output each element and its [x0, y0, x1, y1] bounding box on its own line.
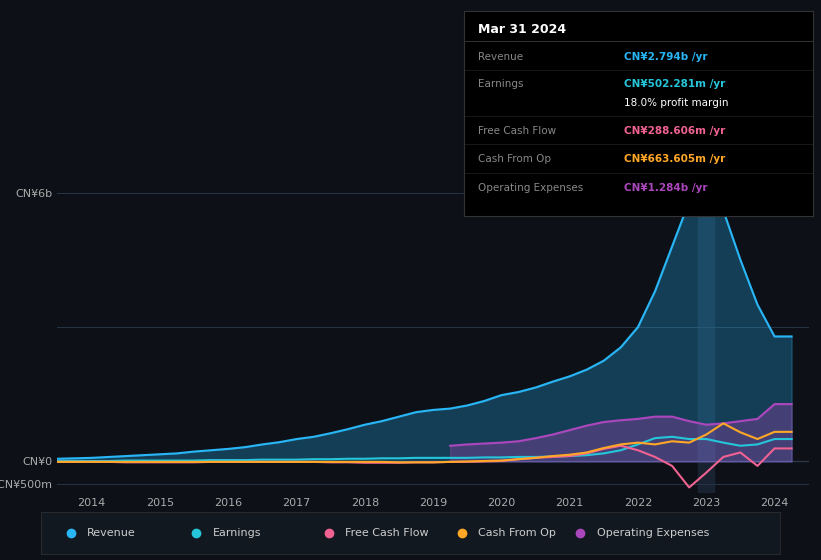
Text: CN¥2.794b /yr: CN¥2.794b /yr	[624, 52, 708, 62]
Text: Revenue: Revenue	[478, 52, 523, 62]
Text: Free Cash Flow: Free Cash Flow	[478, 125, 556, 136]
Text: 18.0% profit margin: 18.0% profit margin	[624, 98, 729, 108]
Text: Mar 31 2024: Mar 31 2024	[478, 24, 566, 36]
Text: Cash From Op: Cash From Op	[479, 529, 557, 538]
Text: Revenue: Revenue	[87, 529, 135, 538]
Text: Free Cash Flow: Free Cash Flow	[346, 529, 429, 538]
Bar	[698, 157, 714, 493]
Text: Earnings: Earnings	[213, 529, 261, 538]
Text: CN¥288.606m /yr: CN¥288.606m /yr	[624, 125, 726, 136]
Text: Earnings: Earnings	[478, 78, 523, 88]
Text: Operating Expenses: Operating Expenses	[478, 183, 583, 193]
Text: Operating Expenses: Operating Expenses	[597, 529, 709, 538]
Text: CN¥663.605m /yr: CN¥663.605m /yr	[624, 155, 726, 164]
Text: CN¥502.281m /yr: CN¥502.281m /yr	[624, 78, 726, 88]
Text: CN¥1.284b /yr: CN¥1.284b /yr	[624, 183, 708, 193]
Text: Cash From Op: Cash From Op	[478, 155, 551, 164]
